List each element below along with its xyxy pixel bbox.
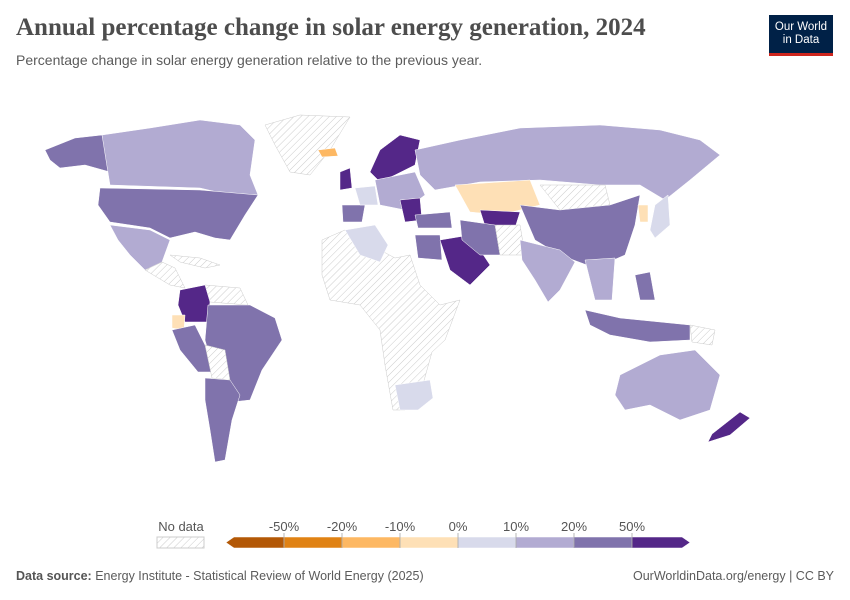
credit-link[interactable]: OurWorldinData.org/energy | CC BY [632, 569, 834, 583]
country-iceland[interactable] [317, 147, 339, 158]
data-source: Data source: Energy Institute - Statisti… [16, 569, 424, 583]
no-data-label: No data [158, 519, 204, 534]
country-korea[interactable] [637, 204, 649, 223]
legend-tick-label: -10% [385, 519, 416, 534]
legend-bin[interactable] [283, 536, 343, 549]
map-legend: No data -50% -20% -10% 0% 10% 20% 50% [156, 519, 691, 549]
legend-bin[interactable] [515, 536, 575, 549]
country-venezuela[interactable] [204, 284, 249, 306]
country-greenland[interactable] [264, 114, 351, 176]
country-iran[interactable] [459, 219, 501, 256]
source-text[interactable]: Energy Institute - Statistical Review of… [95, 569, 424, 583]
legend-tick-label: 0% [449, 519, 468, 534]
country-algeria[interactable] [344, 224, 389, 263]
legend-bin[interactable] [341, 536, 401, 549]
legend-tick-label: 20% [561, 519, 587, 534]
country-png[interactable] [689, 324, 716, 346]
country-turkey[interactable] [414, 211, 453, 229]
country-australia[interactable] [614, 349, 721, 421]
country-uk[interactable] [339, 167, 353, 191]
legend-bin[interactable] [457, 536, 517, 549]
country-usa[interactable] [97, 187, 259, 241]
country-india[interactable] [519, 239, 576, 303]
legend-tick-label: -20% [327, 519, 358, 534]
country-indonesia[interactable] [584, 309, 691, 343]
country-argentina-chile[interactable] [204, 377, 241, 463]
source-label: Data source: [16, 569, 92, 583]
country-kazakhstan[interactable] [454, 179, 541, 216]
country-canada[interactable] [101, 119, 259, 196]
country-egypt[interactable] [414, 234, 443, 261]
legend-bin[interactable] [631, 536, 691, 549]
country-spain-portugal[interactable] [341, 204, 366, 223]
country-southeast-asia[interactable] [584, 257, 616, 301]
country-france[interactable] [354, 185, 379, 206]
legend-tick-label: 10% [503, 519, 529, 534]
legend-bin[interactable] [225, 536, 285, 549]
no-data-swatch [156, 536, 205, 549]
legend-bin[interactable] [399, 536, 459, 549]
country-new-zealand[interactable] [707, 411, 751, 443]
legend-tick-label: 50% [619, 519, 645, 534]
subtitle: Percentage change in solar energy genera… [16, 52, 483, 68]
country-central-america[interactable] [144, 261, 186, 289]
country-caribbean[interactable] [169, 254, 221, 269]
legend-tick-label: -50% [269, 519, 300, 534]
country-alaska[interactable] [44, 134, 111, 173]
legend-bin[interactable] [573, 536, 633, 549]
country-japan[interactable] [649, 194, 671, 239]
page-title: Annual percentage change in solar energy… [16, 14, 646, 41]
country-south-africa[interactable] [394, 379, 434, 411]
country-philippines[interactable] [634, 271, 656, 301]
owid-logo[interactable]: Our World in Data [769, 15, 833, 56]
